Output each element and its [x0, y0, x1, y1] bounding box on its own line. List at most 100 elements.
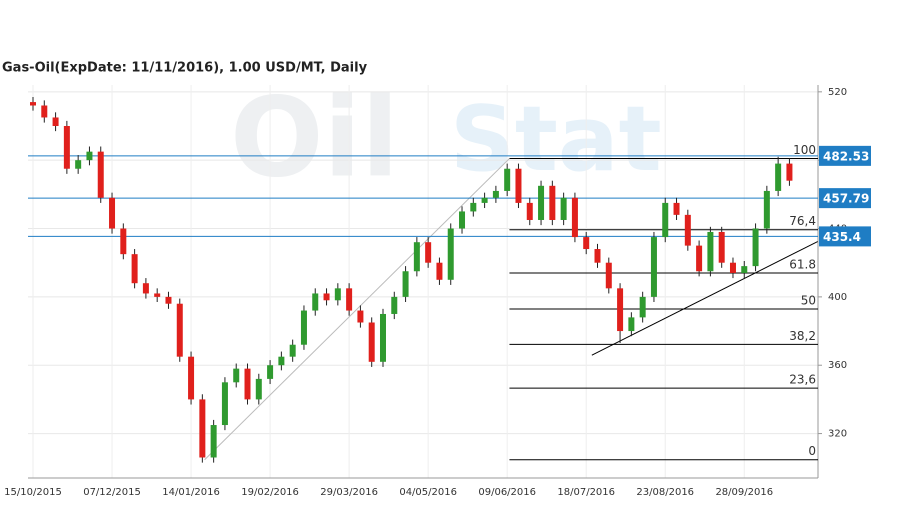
candle-body — [41, 105, 48, 118]
candle-body — [470, 202, 477, 212]
candle-body — [402, 271, 409, 297]
candle-body — [199, 399, 206, 458]
candle-body — [278, 356, 285, 366]
x-tick-label: 07/12/2015 — [83, 487, 141, 498]
candle-body — [131, 254, 138, 284]
candle-body — [650, 237, 657, 297]
candle-body — [188, 356, 195, 400]
fib-label: 76,4 — [789, 214, 816, 228]
candle-body — [639, 296, 646, 318]
candle-body — [346, 288, 353, 311]
candle-body — [425, 242, 432, 263]
x-tick-label: 23/08/2016 — [636, 487, 694, 498]
fib-label: 61.8 — [789, 257, 816, 271]
candle-body — [718, 231, 725, 263]
trend-line — [591, 241, 818, 356]
candle-body — [684, 214, 691, 246]
candle-body — [165, 296, 172, 304]
chart-title: Gas-Oil(ExpDate: 11/11/2016), 1.00 USD/M… — [2, 61, 368, 76]
x-tick-label: 28/09/2016 — [715, 487, 773, 498]
candle-body — [741, 266, 748, 273]
candle-body — [289, 344, 296, 357]
candle-body — [244, 368, 251, 400]
candle-body — [97, 151, 104, 198]
candle-body — [86, 151, 93, 161]
candle-body — [594, 249, 601, 263]
x-tick-label: 09/06/2016 — [478, 487, 536, 498]
candle-body — [538, 185, 545, 220]
candle-body — [391, 296, 398, 314]
candle-body — [75, 160, 82, 169]
candle-body — [368, 322, 375, 362]
candle-body — [707, 231, 714, 272]
candle-body — [63, 126, 70, 169]
candle-body — [436, 262, 443, 280]
x-tick-label: 29/03/2016 — [320, 487, 378, 498]
candle-body — [729, 262, 736, 273]
trend-line — [204, 158, 510, 461]
candle-body — [210, 425, 217, 458]
candle-body — [459, 211, 466, 229]
x-tick-label: 19/02/2016 — [241, 487, 299, 498]
candle-body — [30, 102, 36, 106]
candle-body — [583, 237, 590, 250]
candle-body — [300, 310, 307, 345]
x-tick-label: 04/05/2016 — [399, 487, 457, 498]
candle-body — [413, 242, 420, 272]
y-tick-label: 320 — [828, 429, 847, 440]
price-box — [819, 226, 871, 247]
candle-body — [109, 197, 116, 229]
candle-body — [696, 245, 703, 272]
candle-body — [120, 228, 127, 255]
fib-label: 100 — [793, 143, 816, 157]
fib-label: 38,2 — [789, 329, 816, 343]
watermark: Oil — [230, 73, 399, 201]
candle-body — [255, 378, 262, 400]
candle-body — [221, 382, 228, 426]
x-tick-label: 14/01/2016 — [162, 487, 220, 498]
price-label: 435.4 — [823, 230, 861, 244]
candle-body — [673, 202, 680, 215]
fib-label: 50 — [801, 294, 816, 308]
candle-body — [233, 368, 240, 383]
candle-body — [775, 163, 782, 191]
y-tick-label: 400 — [828, 292, 847, 303]
candle-body — [357, 310, 364, 323]
candle-body — [617, 288, 624, 332]
candle-body — [176, 303, 183, 357]
candle-body — [142, 283, 149, 294]
candle-body — [379, 313, 386, 362]
candle-body — [752, 228, 759, 267]
candle-body — [786, 163, 793, 181]
candle-body — [267, 365, 274, 379]
price-label: 482.53 — [823, 149, 869, 163]
candle-body — [323, 293, 330, 301]
fib-label: 0 — [808, 444, 816, 458]
candle-body — [605, 262, 612, 289]
price-label: 457.79 — [823, 192, 869, 206]
y-tick-label: 520 — [828, 87, 847, 98]
price-box — [819, 188, 871, 209]
candle-body — [763, 190, 770, 229]
watermark: Stat — [450, 87, 662, 192]
candle-body — [492, 190, 499, 198]
candle-body — [662, 202, 669, 238]
candle-body — [481, 197, 488, 203]
candle-body — [515, 168, 522, 203]
x-tick-label: 18/07/2016 — [557, 487, 615, 498]
y-tick-label: 360 — [828, 360, 847, 371]
candle-body — [560, 197, 567, 220]
candle-body — [571, 197, 578, 238]
candle-body — [52, 117, 59, 127]
x-tick-label: 15/10/2015 — [4, 487, 62, 498]
candle-body — [504, 168, 511, 191]
fib-label: 23,6 — [789, 373, 816, 387]
candle-body — [312, 293, 319, 311]
candle-body — [154, 293, 161, 297]
candle-body — [549, 185, 556, 220]
candle-body — [526, 202, 533, 220]
price-box — [819, 145, 871, 166]
candle-body — [334, 288, 341, 301]
